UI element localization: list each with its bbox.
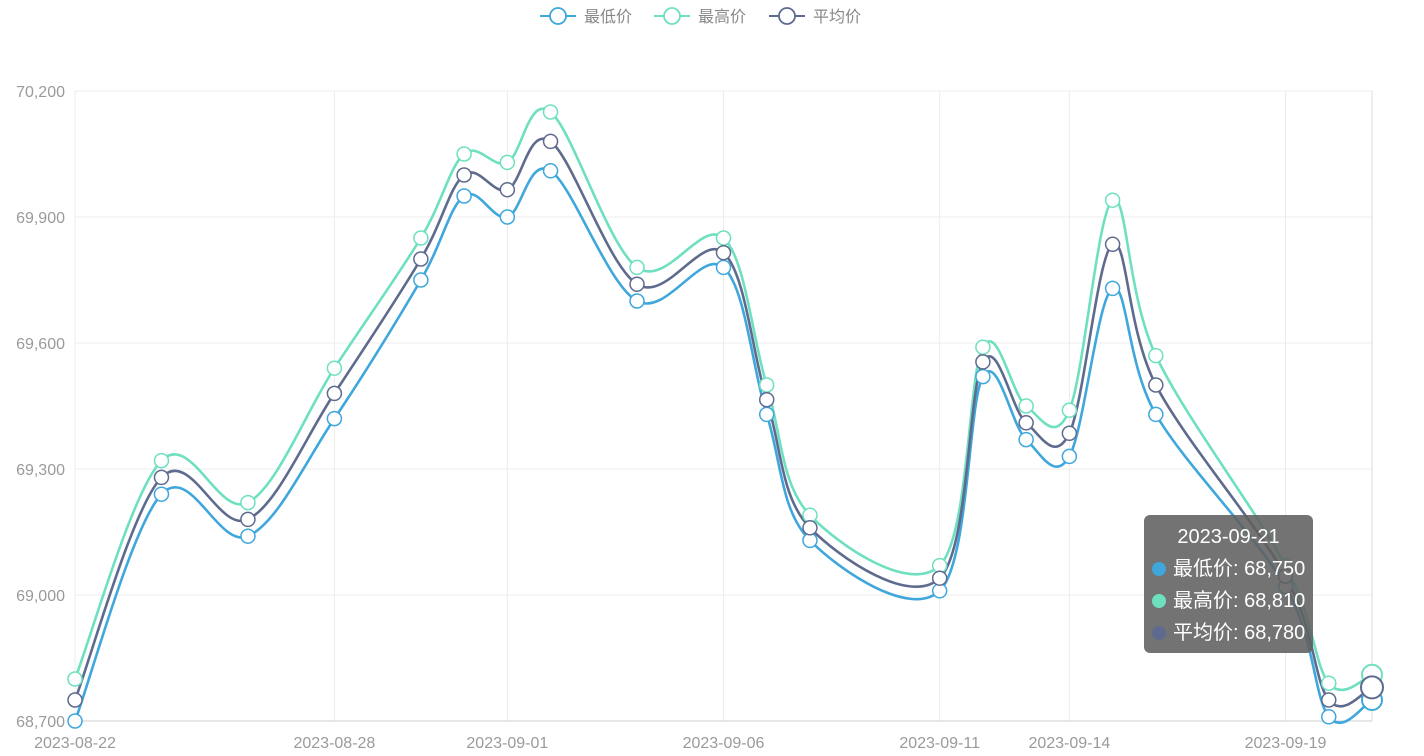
tooltip-title: 2023-09-21: [1177, 526, 1280, 548]
point-1-2023-09-01[interactable]: [499, 154, 516, 171]
point-0-2023-08-30[interactable]: [413, 272, 429, 288]
legend-marker-2: [778, 7, 796, 25]
point-2-2023-08-26[interactable]: [240, 511, 256, 528]
y-tick-label-70200: 70,200: [16, 84, 65, 101]
point-1-2023-08-28[interactable]: [326, 360, 343, 376]
tooltip-row-high: 最高价: 68,810: [1152, 585, 1313, 617]
point-0-2023-08-28[interactable]: [326, 410, 343, 427]
tooltip-row-low: 最低价: 68,750: [1152, 553, 1313, 585]
y-tick-label-68700: 68,700: [16, 714, 65, 731]
point-1-2023-09-12[interactable]: [975, 339, 991, 355]
point-1-2023-09-06[interactable]: [715, 230, 732, 246]
point-2-2023-09-13[interactable]: [1018, 415, 1034, 431]
point-1-2023-08-22[interactable]: [67, 671, 83, 687]
point-1-2023-09-16[interactable]: [1148, 347, 1164, 364]
legend-label-1: 最高价: [698, 8, 746, 26]
x-tick-label-2023-08-28: 2023-08-28: [293, 735, 375, 752]
legend-item-1[interactable]: 最高价: [654, 7, 746, 26]
tooltip-label-high: 最高价: 68,810: [1173, 590, 1306, 612]
x-tick-label-2023-09-11: 2023-09-11: [899, 735, 980, 752]
point-2-2023-09-12[interactable]: [975, 354, 991, 370]
point-0-2023-09-12[interactable]: [975, 368, 991, 385]
legend-item-0[interactable]: 最低价: [540, 7, 632, 26]
point-0-2023-08-31[interactable]: [456, 188, 472, 204]
tooltip-label-low: 最低价: 68,750: [1173, 558, 1306, 580]
x-tick-label-2023-08-22: 2023-08-22: [34, 735, 116, 752]
tooltip-dot-avg: [1152, 626, 1166, 640]
point-0-2023-09-01[interactable]: [499, 209, 516, 225]
tooltip-row-avg: 平均价: 68,780: [1152, 617, 1313, 649]
point-0-2023-09-20[interactable]: [1321, 709, 1337, 725]
point-2-2023-09-06[interactable]: [715, 244, 732, 261]
x-tick-label-2023-09-19: 2023-09-19: [1245, 735, 1327, 752]
point-2-2023-09-07[interactable]: [758, 391, 775, 408]
point-1-2023-08-31[interactable]: [456, 146, 472, 162]
tooltip-label-avg: 平均价: 68,780: [1173, 622, 1306, 644]
point-2-2023-09-15[interactable]: [1104, 236, 1121, 253]
point-0-2023-09-06[interactable]: [715, 259, 732, 276]
point-2-2023-09-20[interactable]: [1321, 692, 1337, 708]
tooltip-dot-high: [1152, 594, 1166, 608]
point-0-2023-09-16[interactable]: [1148, 406, 1164, 423]
point-2-2023-08-30[interactable]: [413, 251, 429, 267]
point-1-2023-08-30[interactable]: [413, 230, 429, 246]
y-tick-label-69600: 69,600: [16, 336, 65, 353]
point-2-2023-09-11[interactable]: [931, 570, 948, 586]
point-2-2023-09-04[interactable]: [629, 276, 645, 292]
point-1-2023-09-02[interactable]: [542, 104, 559, 120]
point-2-2023-09-01[interactable]: [499, 181, 516, 198]
axes: 68,700 69,000 69,300 69,600 69,900 70,200 2023…: [16, 84, 1372, 752]
point-0-2023-09-02[interactable]: [542, 163, 559, 179]
point-1-2023-09-15[interactable]: [1104, 192, 1121, 208]
point-1-2023-08-24[interactable]: [153, 452, 170, 469]
point-2-2023-09-16[interactable]: [1148, 377, 1164, 393]
y-tick-label-69300: 69,300: [16, 462, 65, 479]
y-tick-label-69000: 69,000: [16, 588, 65, 605]
y-tick-label-69900: 69,900: [16, 210, 65, 227]
x-tick-label-2023-09-01: 2023-09-01: [466, 735, 548, 752]
point-0-2023-08-22[interactable]: [67, 713, 83, 729]
x-tick-label-2023-09-06: 2023-09-06: [683, 735, 765, 752]
x-tick-label-2023-09-14: 2023-09-14: [1028, 735, 1110, 752]
point-0-2023-08-26[interactable]: [240, 528, 256, 544]
point-1-2023-09-14[interactable]: [1061, 402, 1078, 418]
point-1-2023-09-13[interactable]: [1018, 398, 1034, 414]
legend[interactable]: 最低价 最高价 平均价: [540, 7, 861, 26]
point-1-2023-09-20[interactable]: [1321, 675, 1337, 691]
tooltip-dot-low: [1152, 562, 1166, 576]
point-1-2023-08-26[interactable]: [240, 494, 256, 511]
point-2-2023-09-08[interactable]: [802, 520, 818, 536]
point-2-2023-08-31[interactable]: [456, 167, 472, 183]
point-0-2023-08-24[interactable]: [153, 486, 170, 502]
point-0-2023-09-15[interactable]: [1104, 280, 1121, 297]
point-2-2023-08-22[interactable]: [67, 692, 83, 708]
point-0-2023-09-14[interactable]: [1061, 448, 1078, 465]
point-2-2023-08-24[interactable]: [153, 469, 170, 486]
point-1-2023-09-07[interactable]: [758, 377, 775, 393]
point-1-2023-09-04[interactable]: [629, 259, 645, 276]
legend-item-2[interactable]: 平均价: [769, 7, 861, 26]
point-2-2023-08-28[interactable]: [326, 385, 343, 402]
legend-marker-1: [663, 7, 681, 25]
tooltip: 2023-09-21 最低价: 68,750 最高价: 68,810 平均价: …: [1144, 515, 1313, 653]
legend-label-2: 平均价: [813, 8, 861, 26]
point-0-2023-09-13[interactable]: [1018, 431, 1034, 448]
point-0-2023-09-04[interactable]: [629, 293, 645, 309]
legend-label-0: 最低价: [584, 8, 632, 26]
legend-marker-0: [549, 7, 567, 25]
point-2-2023-09-21[interactable]: [1360, 675, 1384, 700]
point-0-2023-09-07[interactable]: [758, 406, 775, 423]
point-2-2023-09-14[interactable]: [1061, 425, 1078, 442]
point-2-2023-09-02[interactable]: [542, 133, 559, 150]
